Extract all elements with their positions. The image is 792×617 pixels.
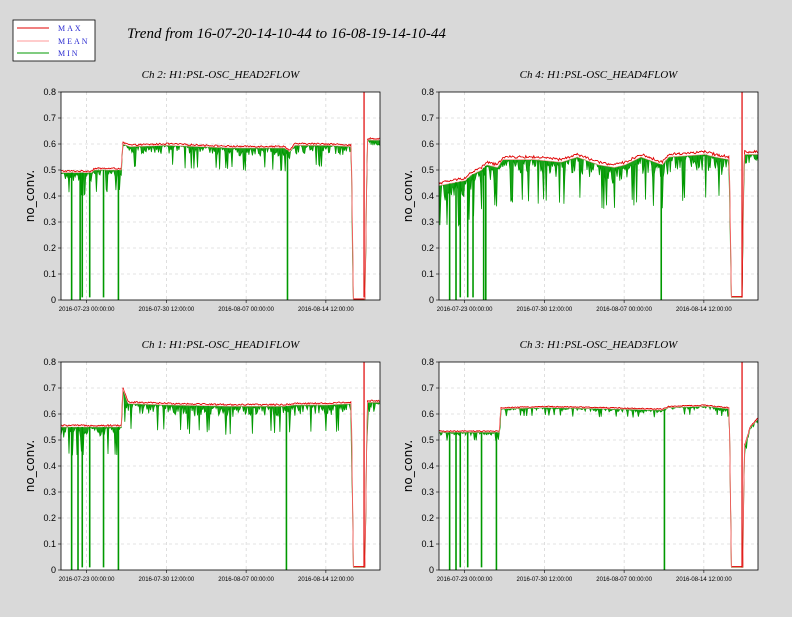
- series-mean: [61, 139, 380, 301]
- y-tick-label: 0.8: [421, 87, 434, 97]
- y-tick-label: 0.2: [421, 513, 434, 523]
- y-tick-label: 0.6: [43, 409, 56, 419]
- y-tick-label: 0.3: [421, 487, 434, 497]
- y-tick-label: 0.7: [421, 383, 434, 393]
- panel-title: Ch 3: H1:PSL-OSC_HEAD3FLOW: [520, 339, 678, 351]
- y-tick-label: 0.8: [43, 357, 56, 367]
- series-max: [61, 137, 381, 300]
- y-tick-label: 0.5: [43, 165, 56, 175]
- y-tick-label: 0.2: [43, 243, 56, 253]
- y-tick-label: 0.6: [421, 409, 434, 419]
- series-max: [60, 387, 381, 567]
- y-axis-label: no_conv.: [23, 440, 37, 492]
- legend-label-min: MIN: [58, 49, 80, 58]
- chart-panel: 0 0.1 0.2 0.3 0.4 0.5 0.6 0.7 0.8 2016-07-23 00:0…: [23, 69, 381, 313]
- chart-panel: 0 0.1 0.2 0.3 0.4 0.5 0.6 0.7 0.8 2016-07-23 00:0…: [23, 339, 381, 583]
- chart-panel: 0 0.1 0.2 0.3 0.4 0.5 0.6 0.7 0.8 2016-07-23 00:0…: [401, 339, 759, 583]
- series-min: [60, 391, 381, 568]
- y-tick-label: 0.1: [43, 269, 56, 279]
- y-tick-label: 0.5: [421, 165, 434, 175]
- series-max: [438, 404, 759, 567]
- figure-title: Trend from 16-07-20-14-10-44 to 16-08-19…: [127, 26, 446, 42]
- plot-frame: [60, 361, 381, 571]
- legend-label-mean: MEAN: [58, 37, 90, 46]
- y-tick-label: 0: [51, 295, 56, 305]
- x-tick-label: 2016-08-07 00:00:00: [596, 577, 652, 583]
- y-axis-label: no_conv.: [401, 170, 415, 222]
- x-tick-label: 2016-07-30 12:00:00: [139, 577, 195, 583]
- y-tick-label: 0.4: [421, 191, 434, 201]
- x-tick-label: 2016-07-30 12:00:00: [517, 307, 573, 313]
- series-mean: [438, 154, 758, 298]
- x-tick-label: 2016-08-14 12:00:00: [298, 577, 354, 583]
- y-tick-label: 0.3: [43, 487, 56, 497]
- x-tick-label: 2016-07-23 00:00:00: [59, 577, 115, 583]
- x-tick-label: 2016-08-14 12:00:00: [676, 577, 732, 583]
- y-tick-label: 0.5: [43, 435, 56, 445]
- y-tick-label: 0: [51, 565, 56, 575]
- y-tick-label: 0.4: [43, 461, 56, 471]
- y-tick-label: 0.5: [421, 435, 434, 445]
- plot-frame: [60, 91, 381, 301]
- y-tick-label: 0.7: [421, 113, 434, 123]
- y-tick-label: 0.1: [421, 539, 434, 549]
- y-tick-label: 0: [429, 295, 434, 305]
- x-tick-label: 2016-08-07 00:00:00: [596, 307, 652, 313]
- x-tick-label: 2016-08-07 00:00:00: [218, 307, 274, 313]
- x-tick-label: 2016-07-23 00:00:00: [437, 577, 493, 583]
- panel-title: Ch 1: H1:PSL-OSC_HEAD1FLOW: [142, 339, 300, 351]
- y-axis-label: no_conv.: [401, 440, 415, 492]
- y-tick-label: 0.6: [43, 139, 56, 149]
- panel-title: Ch 4: H1:PSL-OSC_HEAD4FLOW: [520, 69, 678, 81]
- y-tick-label: 0: [429, 565, 434, 575]
- plot-frame: [438, 91, 759, 301]
- y-tick-label: 0.1: [43, 539, 56, 549]
- y-tick-label: 0.6: [421, 139, 434, 149]
- y-tick-label: 0.8: [421, 357, 434, 367]
- y-tick-label: 0.4: [43, 191, 56, 201]
- y-tick-label: 0.7: [43, 113, 56, 123]
- x-tick-label: 2016-07-30 12:00:00: [139, 307, 195, 313]
- x-tick-label: 2016-08-14 12:00:00: [298, 307, 354, 313]
- series-mean: [61, 388, 380, 568]
- y-tick-label: 0.8: [43, 87, 56, 97]
- legend-label-max: MAX: [58, 24, 83, 33]
- y-tick-label: 0.3: [43, 217, 56, 227]
- x-tick-label: 2016-07-30 12:00:00: [517, 577, 573, 583]
- y-tick-label: 0.7: [43, 383, 56, 393]
- y-axis-label: no_conv.: [23, 170, 37, 222]
- series-max: [438, 149, 759, 297]
- x-tick-label: 2016-08-07 00:00:00: [218, 577, 274, 583]
- chart-panel: 0 0.1 0.2 0.3 0.4 0.5 0.6 0.7 0.8 2016-07-23 00:0…: [401, 69, 759, 313]
- panel-title: Ch 2: H1:PSL-OSC_HEAD2FLOW: [142, 69, 300, 81]
- y-tick-label: 0.4: [421, 461, 434, 471]
- y-tick-label: 0.2: [421, 243, 434, 253]
- y-tick-label: 0.2: [43, 513, 56, 523]
- x-tick-label: 2016-07-23 00:00:00: [437, 307, 493, 313]
- x-tick-label: 2016-07-23 00:00:00: [59, 307, 115, 313]
- y-tick-label: 0.3: [421, 217, 434, 227]
- x-tick-label: 2016-08-14 12:00:00: [676, 307, 732, 313]
- series-mean: [439, 405, 759, 568]
- legend: MAX MEAN MIN: [12, 19, 96, 62]
- chart-panels: 0 0.1 0.2 0.3 0.4 0.5 0.6 0.7 0.8 2016-07-23 00:0…: [23, 69, 759, 583]
- plot-frame: [438, 361, 759, 571]
- y-tick-label: 0.1: [421, 269, 434, 279]
